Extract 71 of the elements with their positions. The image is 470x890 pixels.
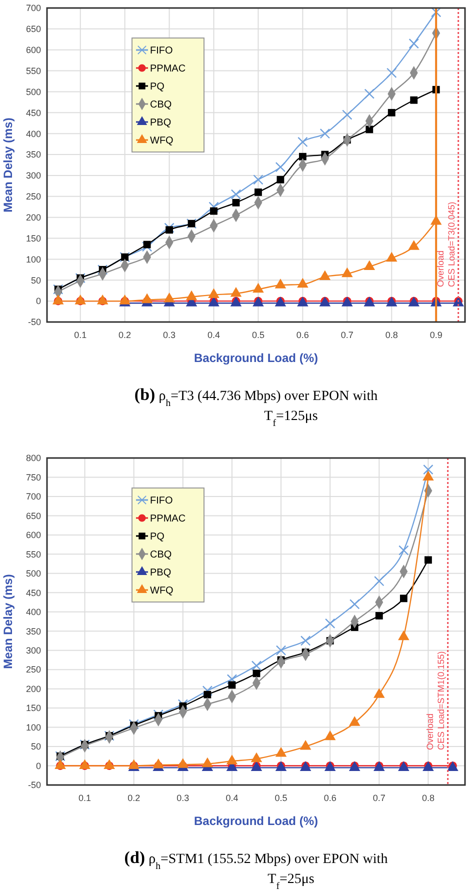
y-tick-label: 50 [30, 742, 41, 752]
y-tick-label: 350 [26, 150, 41, 160]
x-tick-label: 0.1 [74, 330, 87, 340]
y-tick-label: 450 [26, 588, 41, 598]
y-tick-label: 400 [26, 128, 41, 139]
x-tick-label: 0.4 [226, 793, 238, 803]
x-tick-label: 0.9 [430, 330, 442, 340]
y-tick-label: -50 [28, 780, 41, 790]
x-tick-label: 0.2 [118, 330, 132, 340]
legend-label: PBQ [150, 568, 172, 578]
y-tick-label: 200 [26, 684, 41, 694]
x-tick-label: 0.6 [296, 330, 309, 340]
y-tick-label: 450 [26, 108, 41, 118]
x-tick-label: 0.8 [385, 330, 398, 340]
y-tick-label: 500 [26, 568, 41, 579]
y-tick-label: 600 [26, 45, 41, 56]
legend-label: PQ [150, 532, 165, 542]
y-tick-label: 250 [26, 664, 41, 675]
y-tick-label: 700 [26, 3, 41, 14]
x-tick-label: 0.7 [340, 330, 354, 340]
legend-label: PPMAC [150, 64, 186, 74]
x-tick-label: 0.6 [324, 793, 336, 803]
x-tick-label: 0.8 [422, 793, 434, 803]
y-axis-title: Mean Delay (ms) [1, 118, 15, 212]
y-tick-label: 550 [26, 549, 41, 560]
legend-label: PPMAC [150, 514, 186, 524]
ref-line-label: Overload CES Load=STM1(0.155) [424, 651, 446, 750]
x-tick-label: 0.3 [176, 793, 190, 803]
y-tick-label: 150 [26, 703, 41, 714]
x-tick-label: 0.3 [163, 330, 176, 340]
x-tick-label: 0.2 [128, 793, 140, 803]
y-tick-label: 400 [26, 607, 41, 618]
y-tick-label: 200 [26, 212, 41, 222]
legend-label: FIFO [150, 496, 173, 506]
legend-label: WFQ [150, 136, 174, 146]
legend-label: FIFO [150, 46, 173, 56]
x-tick-label: 0.5 [274, 793, 288, 803]
legend-label: CBQ [150, 100, 172, 110]
y-tick-label: 100 [26, 722, 41, 732]
y-tick-label: 300 [26, 170, 41, 181]
x-tick-label: 0.7 [372, 793, 386, 803]
y-tick-label: -50 [28, 317, 41, 328]
x-tick-label: 0.5 [252, 330, 264, 340]
y-tick-label: 700 [26, 492, 41, 502]
y-axis-title: Mean Delay (ms) [1, 574, 15, 669]
y-tick-label: 100 [26, 254, 41, 264]
y-tick-label: 650 [26, 510, 41, 521]
text: (b) ρ$_{h}$=T3 (44.736 Mbps) over EPON with T$_{f}$=125μs [134, 385, 378, 428]
y-tick-label: 550 [26, 66, 41, 76]
text: (d) ρ$_{h}$=STM1 (155.52 Mbps) over EPON with T$_{f}$=25μs [124, 848, 388, 890]
y-tick-label: 650 [26, 24, 41, 34]
x-tick-label: 0.4 [208, 330, 220, 340]
y-tick-label: 300 [26, 646, 41, 656]
y-tick-label: 250 [26, 192, 41, 202]
y-tick-label: 500 [26, 86, 41, 97]
y-tick-label: 50 [30, 275, 41, 286]
legend-label: WFQ [150, 586, 174, 596]
legend-label: PBQ [150, 118, 172, 128]
y-tick-label: 150 [26, 233, 41, 244]
x-axis-title: Background Load (%) [194, 814, 318, 828]
legend-label: PQ [150, 82, 165, 92]
x-tick-label: 0.1 [78, 793, 92, 803]
ref-line-label: Overload CES Load=T3(0.045) [435, 202, 456, 287]
y-tick-label: 0 [36, 296, 41, 306]
legend-label: CBQ [150, 550, 172, 560]
y-tick-label: 350 [26, 626, 41, 636]
x-axis-title: Background Load (%) [194, 351, 318, 365]
y-tick-label: 0 [36, 760, 41, 771]
y-tick-label: 600 [26, 530, 41, 540]
y-tick-label: 750 [26, 472, 41, 482]
y-tick-label: 800 [26, 453, 41, 464]
